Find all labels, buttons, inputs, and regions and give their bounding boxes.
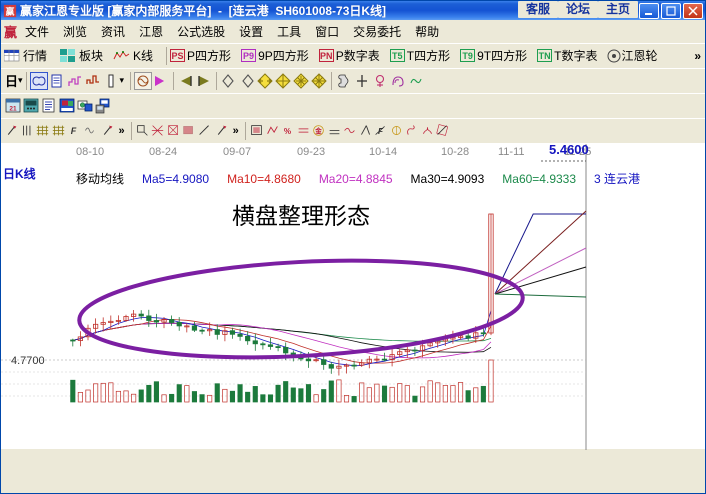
- svg-text:赢: 赢: [6, 5, 15, 16]
- svg-text:横盘整理形态: 横盘整理形态: [232, 197, 370, 231]
- svg-text:%: %: [284, 127, 291, 136]
- svg-text:F: F: [71, 126, 77, 136]
- svg-text:5.4600: 5.4600: [549, 144, 589, 157]
- svg-text:金: 金: [314, 126, 322, 135]
- svg-text:21: 21: [9, 105, 17, 112]
- svg-text:4.7700: 4.7700: [11, 355, 45, 367]
